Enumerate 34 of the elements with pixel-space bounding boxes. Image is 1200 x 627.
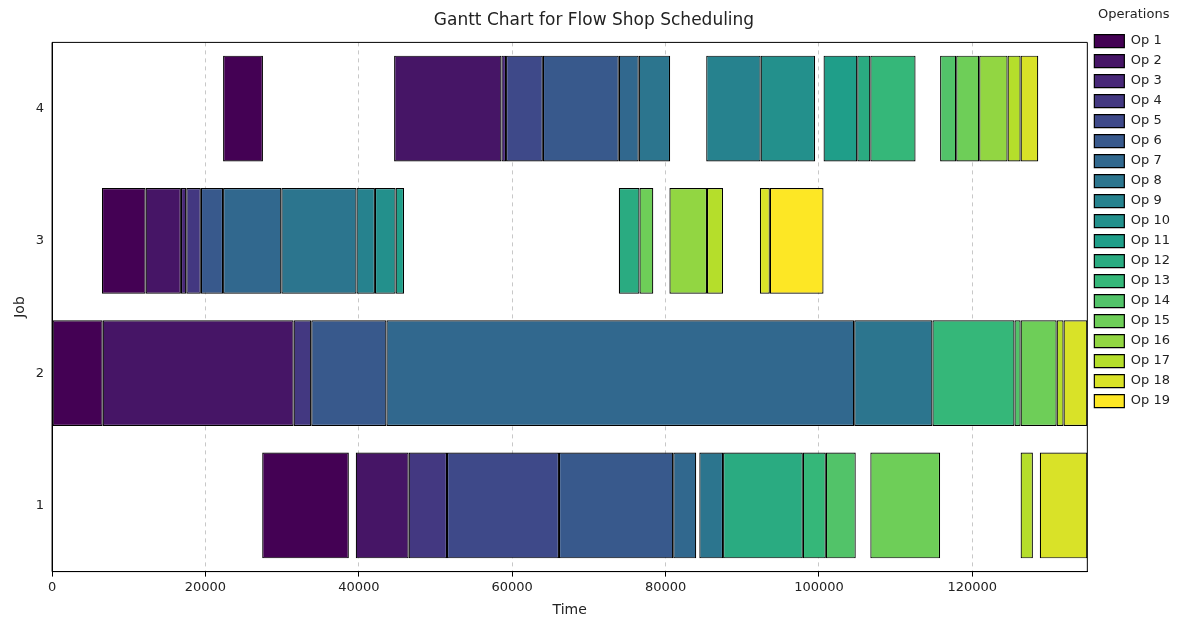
legend-label: Op 7 [1130, 152, 1162, 168]
x-tick-label: 20000 [184, 578, 227, 594]
legend-label: Op 4 [1130, 92, 1162, 108]
x-tick-label: 0 [47, 578, 57, 594]
legend-label: Op 5 [1130, 112, 1162, 128]
x-axis-title: Time [551, 601, 587, 618]
y-axis-title: Job [11, 296, 28, 319]
y-tick-label: 1 [35, 496, 45, 512]
y-tick-label: 4 [35, 99, 45, 115]
x-tick-label: 80000 [644, 578, 687, 594]
legend-label: Op 9 [1130, 192, 1162, 208]
legend-label: Op 19 [1130, 392, 1171, 408]
legend-title: Operations [1097, 5, 1170, 21]
legend-label: Op 13 [1130, 272, 1171, 288]
legend-label: Op 3 [1130, 72, 1162, 88]
y-tick-label: 2 [35, 364, 45, 380]
legend-label: Op 14 [1130, 292, 1171, 308]
legend-label: Op 17 [1130, 352, 1171, 368]
legend-label: Op 2 [1130, 52, 1162, 68]
y-tick-label: 3 [35, 232, 45, 248]
legend-label: Op 18 [1130, 372, 1171, 388]
x-tick-label: 60000 [491, 578, 533, 594]
chart-title: Gantt Chart for Flow Shop Scheduling [433, 8, 755, 29]
legend-label: Op 11 [1130, 232, 1171, 248]
legend-label: Op 10 [1130, 212, 1171, 228]
x-tick-label: 100000 [794, 578, 844, 594]
x-tick-label: 40000 [338, 578, 380, 594]
legend-label: Op 12 [1130, 252, 1171, 268]
legend-label: Op 16 [1130, 332, 1171, 348]
legend-label: Op 15 [1130, 312, 1171, 328]
legend-label: Op 6 [1130, 132, 1162, 148]
legend-label: Op 1 [1130, 32, 1162, 48]
legend-label: Op 8 [1130, 172, 1162, 188]
x-tick-label: 120000 [947, 578, 998, 594]
